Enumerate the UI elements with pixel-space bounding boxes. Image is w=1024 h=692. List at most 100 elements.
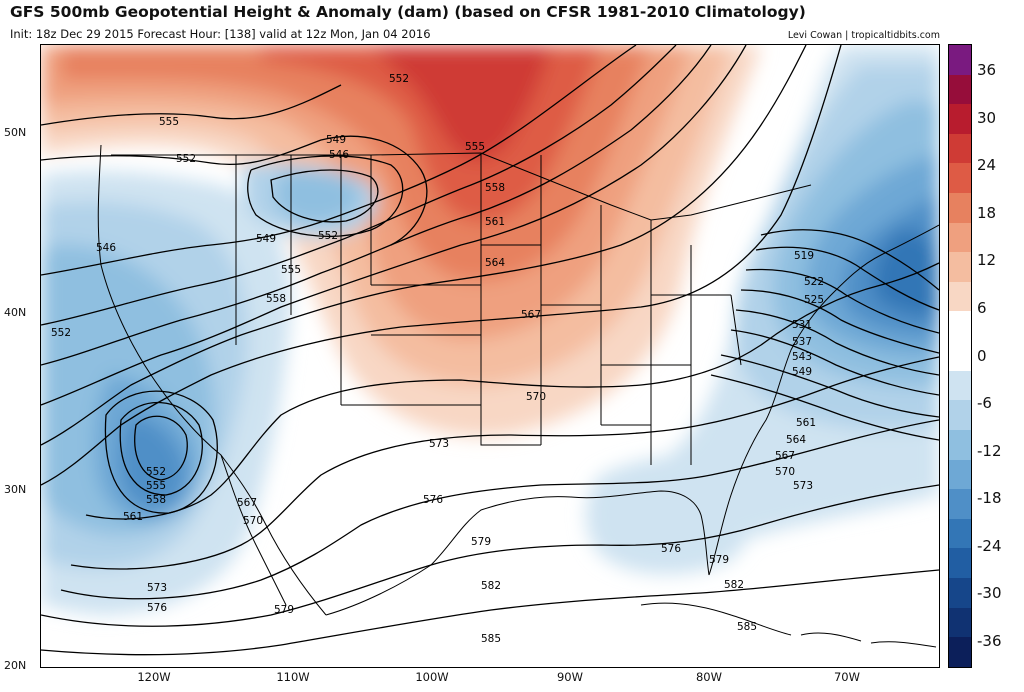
colorbar-segment [949, 193, 971, 223]
contour-label: 555 [281, 264, 301, 276]
colorbar-segment [949, 459, 971, 490]
colorbar-segment [949, 133, 971, 164]
contour-label: 561 [796, 417, 816, 429]
map-subtitle: Init: 18z Dec 29 2015 Forecast Hour: [13… [10, 27, 431, 41]
contour-label: 585 [481, 633, 501, 645]
colorbar-segment [949, 400, 971, 430]
colorbar-label: 36 [977, 61, 997, 79]
contour-label: 564 [786, 434, 806, 446]
colorbar-segment [949, 163, 971, 194]
contour-label: 552 [51, 327, 71, 339]
contour-label: 567 [237, 497, 257, 509]
colorbar-segment [949, 489, 971, 519]
colorbar-label: -24 [977, 536, 1002, 555]
contour-label: 570 [243, 515, 263, 527]
lon-tick-90w: 90W [556, 670, 584, 684]
contour-label: 573 [793, 480, 813, 492]
colorbar-segment [949, 281, 971, 312]
map-title: GFS 500mb Geopotential Height & Anomaly … [10, 3, 806, 21]
colorbar-label: -12 [977, 441, 1002, 460]
colorbar-label: -18 [977, 489, 1002, 508]
contour-labels: 555 552 549 546 552 549 552 555 558 546 … [51, 73, 824, 645]
contour-label: 579 [274, 604, 294, 616]
colorbar-segment [949, 429, 971, 460]
colorbar-segment [949, 577, 971, 608]
contour-label: 546 [96, 242, 116, 254]
contour-label: 558 [146, 494, 166, 506]
lon-tick-100w: 100W [415, 670, 449, 684]
contour-label: 546 [329, 149, 349, 161]
colorbar-label: 24 [977, 156, 997, 175]
contour-label: 537 [792, 336, 812, 348]
contour-label: 561 [485, 216, 505, 228]
colorbar-label: 0 [977, 346, 987, 365]
contour-label: 573 [429, 438, 449, 450]
contour-label: 576 [147, 602, 167, 614]
contour-label: 561 [123, 511, 143, 523]
colorbar-segment [949, 341, 971, 371]
lat-tick-30n: 30N [4, 483, 27, 496]
lat-tick-50n: 50N [4, 126, 27, 139]
contour-label: 564 [485, 257, 505, 269]
colorbar-label: 6 [977, 298, 987, 317]
contour-label: 576 [661, 543, 681, 555]
contour-label: 555 [159, 116, 179, 128]
colorbar-segment [949, 370, 971, 401]
geography-lines [97, 144, 939, 648]
contour-label: 555 [146, 480, 166, 492]
contour-label: 552 [176, 153, 196, 165]
contour-label: 582 [481, 580, 501, 592]
contour-label: 579 [709, 554, 729, 566]
contour-label: 558 [266, 293, 286, 305]
contour-label: 519 [794, 250, 814, 262]
credit-text: Levi Cowan | tropicaltidbits.com [787, 30, 940, 41]
contour-label: 549 [792, 366, 812, 378]
contour-label: 552 [146, 466, 166, 478]
contour-label: 531 [792, 319, 812, 331]
lon-tick-120w: 120W [137, 670, 171, 684]
anomaly-map: 555 552 549 546 552 549 552 555 558 546 … [40, 44, 940, 668]
colorbar-label: -6 [977, 394, 992, 413]
contour-label: 576 [423, 494, 443, 506]
contour-label: 522 [804, 276, 824, 288]
colorbar-label: 30 [977, 108, 997, 127]
contour-label: 570 [526, 391, 546, 403]
height-contours [41, 45, 939, 656]
colorbar-segment [949, 518, 971, 549]
colorbar-segment [949, 222, 971, 253]
contour-label: 585 [737, 621, 757, 633]
colorbar-segment [949, 607, 971, 638]
lon-tick-110w: 110W [276, 670, 310, 684]
lat-tick-40n: 40N [4, 306, 27, 319]
contour-label: 543 [792, 351, 812, 363]
contour-label: 570 [775, 466, 795, 478]
contour-label: 525 [804, 294, 824, 306]
contour-label: 567 [521, 309, 541, 321]
colorbar-segment [949, 252, 971, 282]
anomaly-shading [41, 45, 939, 616]
colorbar-segment [949, 311, 971, 342]
colorbar-label: -36 [977, 632, 1002, 650]
contour-label: 567 [775, 450, 795, 462]
contour-label: 549 [326, 134, 346, 146]
contour-label: 552 [389, 73, 409, 85]
anomaly-colorbar [948, 44, 972, 668]
lat-tick-20n: 20N [4, 659, 27, 672]
colorbar-segment [949, 548, 971, 578]
contour-label: 558 [485, 182, 505, 194]
colorbar-segment [949, 74, 971, 105]
colorbar-segment [949, 637, 971, 667]
contour-label: 579 [471, 536, 491, 548]
colorbar-label: 12 [977, 251, 997, 270]
colorbar-label: 18 [977, 203, 997, 222]
contour-label: 582 [724, 579, 744, 591]
lon-tick-70w: 70W [833, 670, 861, 684]
colorbar-label: -30 [977, 584, 1002, 603]
colorbar-segment [949, 104, 971, 134]
colorbar-segment [949, 45, 971, 75]
contour-label: 555 [465, 141, 485, 153]
contour-label: 573 [147, 582, 167, 594]
lon-tick-80w: 80W [695, 670, 723, 684]
contour-label: 549 [256, 233, 276, 245]
contour-label: 552 [318, 230, 338, 242]
